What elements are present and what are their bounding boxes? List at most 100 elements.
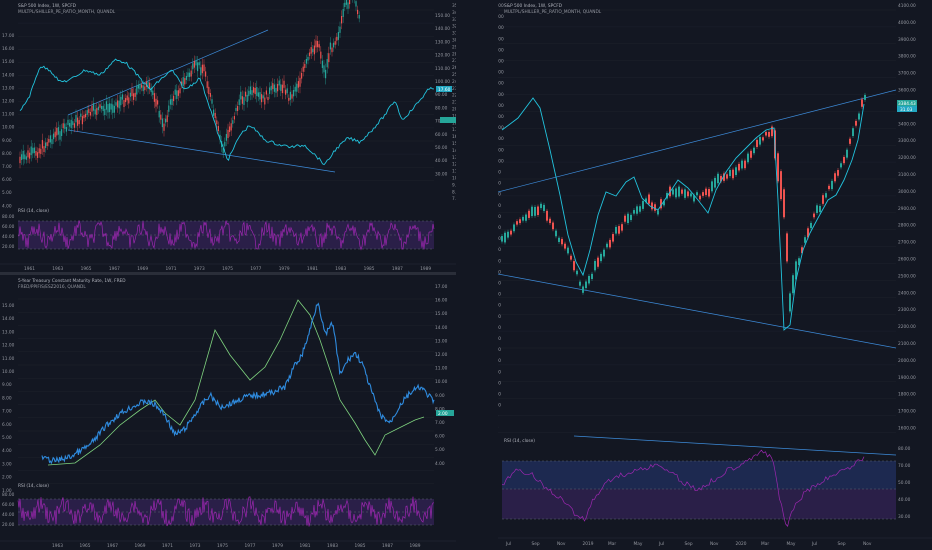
candle-body <box>25 156 27 160</box>
left-axis-tick: 8.00 <box>2 151 12 157</box>
candle-body <box>519 219 521 224</box>
rsi-axis-tick: 20.00 <box>2 244 15 250</box>
candle-body <box>693 195 695 202</box>
candle-body <box>699 195 701 200</box>
candle-body <box>840 163 842 168</box>
candle-body <box>264 97 266 105</box>
candle-body <box>142 85 144 92</box>
candle-body <box>139 83 141 90</box>
left-axis-tick: 720.00 <box>498 236 501 242</box>
candle-body <box>315 40 317 48</box>
candle-body <box>177 90 179 96</box>
pane-divider-vertical[interactable] <box>456 0 498 550</box>
rsi-axis-tick: 40.00 <box>2 234 15 240</box>
candle-body <box>326 59 328 68</box>
rsi-axis-tick: 70.00 <box>898 463 911 469</box>
right-axis-tick: 2500.00 <box>898 273 916 279</box>
candle-body <box>61 129 63 136</box>
right-axis-tick: 14.00 <box>452 148 456 154</box>
candle-body <box>333 42 335 48</box>
right-axis-tick: 3800.00 <box>898 54 916 60</box>
candle-body <box>206 81 208 88</box>
candle-body <box>69 123 71 127</box>
candle-body <box>624 215 626 222</box>
candle-body <box>152 90 154 95</box>
left-axis-tick: 400.00 <box>498 325 501 331</box>
left-axis-tick: 12.00 <box>2 99 15 105</box>
x-axis-tick: Mar <box>608 541 616 547</box>
candle-body <box>149 82 151 89</box>
x-axis-tick: 1973 <box>194 266 205 272</box>
candle-body <box>591 273 593 279</box>
candle-body <box>214 112 216 119</box>
x-axis-tick: 1973 <box>190 543 201 549</box>
candle-body <box>197 62 199 72</box>
candle-body <box>216 120 218 125</box>
candle-body <box>89 111 91 116</box>
candle-body <box>254 87 256 95</box>
pane-right[interactable]: 1560.00 1520.00 1480.00 1440.00 1400.00 1360.… <box>498 0 932 550</box>
price-tag-box <box>897 100 917 106</box>
chart-sp500-2018-2020[interactable]: 1560.00 1520.00 1480.00 1440.00 1400.00 1360.… <box>498 0 932 550</box>
candle-body <box>846 149 848 158</box>
x-axis-tick: 1987 <box>382 543 393 549</box>
candle-body <box>209 93 211 97</box>
left-axis-tick: 880.00 <box>498 192 501 198</box>
candle-body <box>19 156 21 164</box>
chart-treasury-5y[interactable]: 15.00 14.00 13.00 12.00 11.00 10.00 9.00 8.00 7.… <box>0 275 456 550</box>
candle-body <box>347 2 349 9</box>
candle-body <box>317 40 319 48</box>
candle-body <box>323 65 325 73</box>
candle-body <box>165 118 167 123</box>
rsi-axis-tick: 30.00 <box>898 514 911 520</box>
candle-body <box>504 232 506 243</box>
candle-body <box>94 109 96 115</box>
candle-body <box>43 146 45 152</box>
candle-body <box>123 100 125 108</box>
trend-line-lower <box>67 129 336 173</box>
candle-body <box>600 253 602 262</box>
rsi-line <box>17 496 435 527</box>
candle-body <box>609 239 611 248</box>
x-axis-tick: 1975 <box>217 543 228 549</box>
candle-body <box>738 163 740 171</box>
mid-axis-tick: 30.00 <box>435 171 448 177</box>
pane-bottom-left[interactable]: 15.00 14.00 13.00 12.00 11.00 10.00 9.00 8.00 7.… <box>0 275 456 550</box>
series-5y-treasury <box>41 302 435 465</box>
right-axis-tick: 16.00 <box>452 134 456 140</box>
title-bl: 5-Year Treasury Constant Maturity Rate, … <box>18 279 126 284</box>
right-axis-tick: 34.00 <box>452 10 456 16</box>
candle-body <box>341 16 343 24</box>
candle-body <box>285 89 287 95</box>
x-axis-tick: Jul <box>811 541 817 547</box>
candle-body <box>101 105 103 110</box>
candle-body <box>169 99 171 105</box>
candle-body <box>678 186 680 197</box>
rsi-line <box>18 220 435 251</box>
candle-body <box>182 77 184 86</box>
pane-top-left[interactable]: 17.00 16.00 15.00 14.00 13.00 12.00 11.00 10.00… <box>0 0 456 272</box>
subtitle-r: MULTPL/SHILLER_PE_RATIO_MONTH, QUANDL <box>504 10 602 15</box>
candle-body <box>588 275 590 284</box>
candle-body <box>67 119 69 125</box>
candle-body <box>251 90 253 96</box>
pane-divider-horizontal[interactable] <box>0 272 456 275</box>
chart-sp500-1960s[interactable]: 17.0016.0015.0014.0013.0012.0011.0010.00… <box>0 0 456 272</box>
candle-body <box>801 247 803 254</box>
candle-body <box>173 95 175 102</box>
candle-body <box>786 233 788 262</box>
candle-body <box>753 147 755 154</box>
mid-axis-tick: 40.00 <box>435 158 448 164</box>
candle-body <box>120 96 122 106</box>
candle-body <box>552 222 554 230</box>
candle-body <box>259 92 261 100</box>
candle-body <box>75 115 77 123</box>
right-axis-tick: 31.00 <box>452 31 456 37</box>
candle-body <box>243 97 245 105</box>
candle-body <box>630 214 632 221</box>
left-axis-tick: 17.00 <box>2 33 15 39</box>
candle-body <box>510 230 512 235</box>
left-axis-tick: 9.00 <box>2 382 12 388</box>
candle-body <box>73 123 75 128</box>
mid-axis-tick: 140.00 <box>435 26 450 32</box>
